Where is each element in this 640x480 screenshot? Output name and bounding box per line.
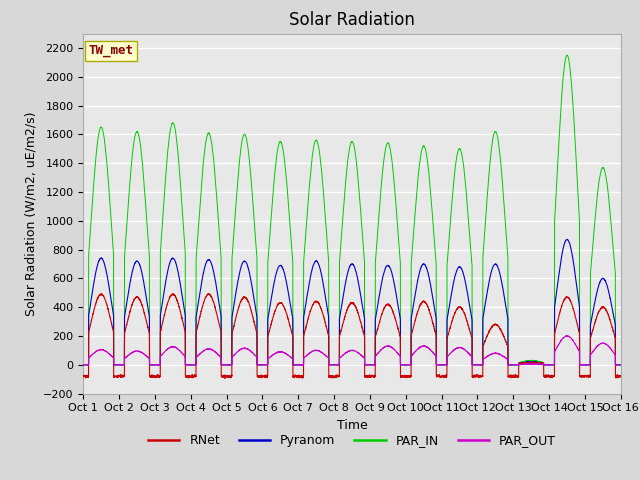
Y-axis label: Solar Radiation (W/m2, uE/m2/s): Solar Radiation (W/m2, uE/m2/s) <box>24 111 37 316</box>
Text: TW_met: TW_met <box>88 44 134 58</box>
Legend: RNet, Pyranom, PAR_IN, PAR_OUT: RNet, Pyranom, PAR_IN, PAR_OUT <box>143 429 561 452</box>
X-axis label: Time: Time <box>337 419 367 432</box>
Title: Solar Radiation: Solar Radiation <box>289 11 415 29</box>
